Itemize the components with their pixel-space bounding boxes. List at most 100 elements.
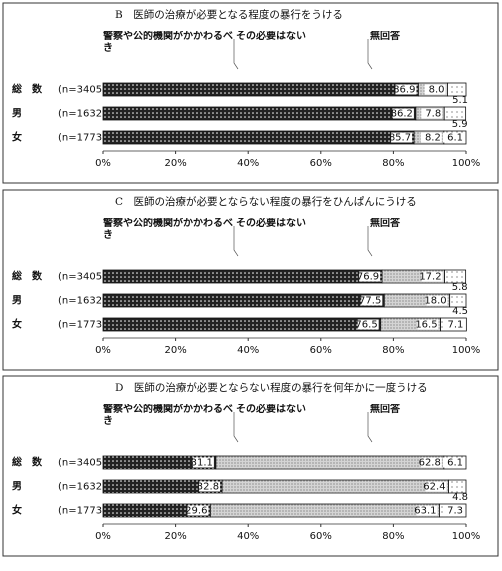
legend-label: 警察や公的機関がかかわるべき [103, 404, 233, 427]
legend-label: 無回答 [370, 404, 400, 415]
x-tick-label: 0% [95, 531, 111, 542]
value-label-bg [391, 132, 413, 143]
leader-line [233, 39, 239, 70]
value-label: 76.9 [357, 272, 379, 283]
legend-item: 無回答 [370, 218, 400, 229]
sample-size: (n=1632) [58, 296, 106, 307]
value-label: 17.2 [419, 272, 441, 283]
value-label: 8.0 [429, 85, 445, 96]
sample-size: (n=3405) [58, 272, 106, 283]
value-label: 7.3 [447, 506, 463, 517]
value-label-bg [425, 481, 447, 492]
sample-size: (n=1632) [58, 482, 106, 493]
legend-label: 無回答 [370, 31, 400, 42]
value-label: 8.2 [425, 133, 441, 144]
value-label: 16.5 [415, 320, 437, 331]
legend-label: 警察や公的機関がかかわるべき [103, 31, 233, 54]
x-tick-label: 40% [237, 531, 259, 542]
value-label-bg [192, 457, 214, 468]
value-label: 18.0 [424, 296, 446, 307]
value-label: 32.8 [197, 482, 219, 493]
x-tick-label: 20% [164, 531, 186, 542]
value-label-bg [357, 319, 379, 330]
value-label-bg [416, 505, 438, 516]
value-label-bg [187, 505, 209, 516]
bar-texture [103, 270, 383, 283]
category-label: 男 [12, 295, 22, 307]
category-label: 総 数 [12, 456, 43, 469]
leader-line [367, 412, 373, 443]
value-label: 85.7 [389, 133, 411, 144]
bar-texture [103, 456, 216, 469]
leader-line [367, 39, 373, 70]
x-tick-label: 0% [95, 345, 111, 356]
value-label: 5.1 [452, 95, 468, 106]
x-tick-label: 100% [452, 531, 481, 542]
legend-label: その必要はない [236, 218, 306, 229]
bar-texture [103, 83, 419, 96]
value-label: 6.1 [447, 133, 463, 144]
value-label-bg [443, 132, 464, 143]
value-label: 7.8 [425, 109, 441, 120]
legend-item: その必要はない [236, 404, 306, 415]
x-tick-label: 60% [310, 158, 332, 169]
bar-texture [103, 107, 416, 120]
legend-label: 警察や公的機関がかかわるべき [103, 218, 233, 241]
category-label: 男 [12, 481, 22, 493]
value-label-bg [443, 457, 464, 468]
sample-size: (n=1773) [58, 506, 106, 517]
bar-texture [215, 456, 444, 469]
value-label-bg [424, 84, 446, 95]
value-label: 86.2 [391, 109, 413, 120]
x-tick-label: 80% [382, 158, 404, 169]
value-label: 7.1 [447, 320, 463, 331]
value-label-bg [199, 481, 221, 492]
legend-item: その必要はない [236, 31, 306, 42]
value-label-bg [359, 271, 381, 282]
value-label: 5.8 [452, 282, 468, 293]
bar-texture [103, 131, 415, 144]
value-label-bg [417, 319, 439, 330]
panel [2, 189, 499, 371]
value-label: 62.8 [419, 458, 441, 469]
panel [2, 375, 499, 557]
sample-size: (n=3405) [58, 85, 106, 96]
value-label-bg [392, 108, 414, 119]
legend-item: 無回答 [370, 31, 400, 42]
x-tick-label: 20% [164, 345, 186, 356]
bar-texture [210, 504, 440, 517]
legend-label: その必要はない [236, 31, 306, 42]
category-label: 女 [12, 131, 22, 144]
x-tick-label: 100% [452, 345, 481, 356]
leader-line [233, 226, 239, 257]
x-tick-label: 60% [310, 531, 332, 542]
bar-texture [449, 294, 466, 307]
legend-item: 警察や公的機関がかかわるべき [103, 404, 233, 427]
value-label: 4.8 [452, 492, 468, 503]
category-label: 男 [12, 108, 22, 120]
value-label-bg [421, 108, 443, 119]
value-label-bg [420, 132, 442, 143]
category-label: 総 数 [12, 270, 43, 283]
value-label: 63.1 [414, 506, 436, 517]
value-label: 5.9 [452, 119, 468, 130]
value-label-bg [443, 505, 464, 516]
category-label: 女 [12, 318, 22, 331]
x-tick-label: 80% [382, 531, 404, 542]
bar-texture [103, 318, 381, 331]
legend-item: 警察や公的機関がかかわるべき [103, 218, 233, 241]
value-label-bg [420, 457, 442, 468]
chart-title: D 医師の治療が必要とならない程度の暴行を何年かに一度うける [115, 381, 428, 394]
x-tick-label: 40% [237, 158, 259, 169]
category-label: 女 [12, 504, 22, 517]
value-label: 86.9 [393, 85, 415, 96]
legend-label: その必要はない [236, 404, 306, 415]
bar-texture [103, 480, 223, 493]
x-tick-label: 20% [164, 158, 186, 169]
legend-item: 警察や公的機関がかかわるべき [103, 31, 233, 54]
value-label-bg [361, 295, 383, 306]
bar-texture [448, 480, 466, 493]
sample-size: (n=1773) [58, 133, 106, 144]
bar-texture [222, 480, 449, 493]
